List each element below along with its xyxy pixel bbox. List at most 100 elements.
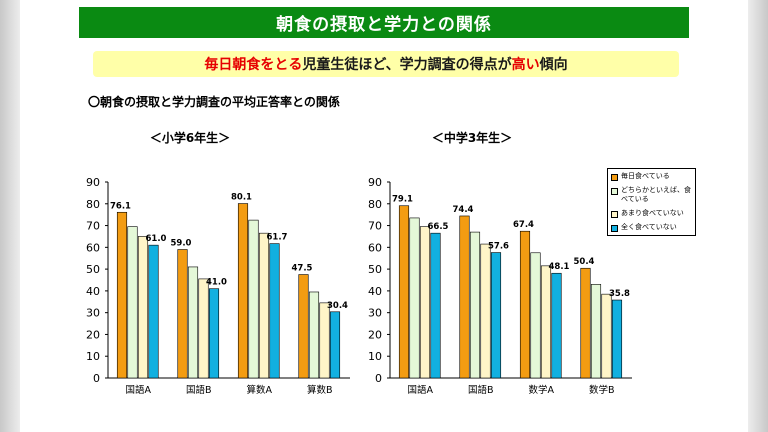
y-tick-label: 50: [368, 263, 382, 276]
legend-label: 毎日食べている: [621, 172, 670, 180]
data-label: 66.5: [428, 222, 449, 232]
y-tick-label: 40: [86, 285, 100, 298]
headline-highlight-1: 毎日朝食をとる: [204, 57, 303, 73]
bar: [329, 311, 341, 379]
legend-label: 全く食べていない: [621, 223, 677, 231]
legend-item-every-day: 毎日食べている: [611, 172, 693, 181]
data-label: 47.5: [292, 264, 313, 274]
bar: [590, 284, 602, 379]
legend-item-rarely: あまり食べていない: [611, 209, 693, 218]
data-label: 57.6: [488, 242, 509, 252]
data-label: 59.0: [171, 239, 192, 249]
data-label: 50.4: [574, 257, 595, 267]
y-tick-label: 90: [368, 176, 382, 189]
bar: [198, 278, 209, 379]
category-label: 国語B: [186, 384, 212, 396]
y-tick-label: 0: [375, 372, 382, 385]
headline-highlight-2: 高い: [511, 57, 540, 73]
legend-swatch: [611, 225, 618, 232]
y-tick-label: 0: [93, 372, 100, 385]
bar: [398, 205, 410, 379]
bar: [480, 243, 491, 379]
legend-label: あまり食べていない: [621, 209, 684, 217]
bar: [148, 244, 159, 379]
y-tick-label: 20: [368, 328, 382, 341]
y-tick-label: 80: [86, 198, 100, 211]
bar: [308, 291, 320, 379]
data-label: 79.1: [392, 195, 413, 205]
bar: [258, 232, 270, 379]
y-tick-label: 80: [368, 198, 382, 211]
slide-title: 朝食の摂取と学力との関係: [79, 7, 689, 38]
bar: [530, 252, 541, 379]
category-label: 算数B: [307, 384, 333, 396]
data-label: 74.4: [453, 205, 474, 215]
y-tick-label: 30: [368, 307, 382, 320]
bar: [459, 215, 470, 379]
y-tick-label: 40: [368, 285, 382, 298]
y-tick-label: 90: [86, 176, 100, 189]
y-tick-label: 10: [368, 350, 382, 363]
y-tick-label: 30: [86, 307, 100, 320]
category-label: 国語A: [126, 384, 152, 396]
y-tick-label: 70: [86, 220, 100, 233]
bar: [248, 219, 259, 379]
headline-text-1: 児童生徒ほど、学力調査の得点が: [302, 57, 512, 73]
y-tick-label: 60: [368, 241, 382, 254]
bar: [319, 302, 330, 379]
y-tick-label: 70: [368, 220, 382, 233]
chart-legend: 毎日食べている どちらかといえば、食べている あまり食べていない 全く食べていな…: [607, 168, 696, 236]
bar: [137, 236, 149, 379]
y-tick-label: 60: [86, 241, 100, 254]
bar: [469, 231, 481, 379]
data-label: 48.1: [549, 262, 570, 272]
legend-swatch: [611, 211, 618, 218]
data-label: 67.4: [513, 220, 534, 230]
bar: [540, 265, 552, 379]
bar: [490, 252, 502, 379]
data-label: 61.7: [267, 233, 288, 243]
bar: [409, 217, 420, 379]
bar: [611, 299, 623, 379]
data-label: 35.8: [609, 289, 630, 299]
bar: [187, 266, 199, 379]
data-label: 76.1: [110, 201, 131, 211]
y-tick-label: 20: [86, 328, 100, 341]
legend-swatch: [611, 188, 618, 195]
bar: [177, 249, 188, 379]
bar: [127, 226, 138, 379]
chart-elementary: ＜小学6年生＞ 0 10 20 30 40 50 60 70 80 90 76.1 61.0 国語A 59.…: [78, 124, 406, 404]
bar: [237, 203, 249, 379]
y-tick-label: 50: [86, 263, 100, 276]
chart-junior-high: ＜中学3年生＞ 0 10 20 30 40 50 60 70 80 90 79.1 66.5 国語A 74.…: [360, 124, 688, 404]
data-label: 30.4: [327, 301, 348, 311]
data-label: 61.0: [146, 234, 167, 244]
legend-swatch: [611, 174, 618, 181]
category-label: 国語B: [468, 384, 494, 396]
category-label: 数学A: [529, 384, 555, 396]
legend-item-never: 全く食べていない: [611, 223, 693, 232]
data-label: 41.0: [206, 278, 227, 288]
left-margin-shadow: [0, 0, 20, 432]
data-label: 80.1: [231, 193, 252, 203]
headline-text-2: 傾向: [539, 57, 568, 73]
bar: [430, 232, 441, 379]
y-tick-label: 10: [86, 350, 100, 363]
chart-title: ＜小学6年生＞: [150, 130, 230, 145]
bar: [208, 288, 220, 379]
category-label: 国語A: [408, 384, 434, 396]
bar: [580, 267, 591, 379]
bar: [551, 272, 562, 379]
category-label: 数学B: [589, 384, 615, 396]
bar: [419, 226, 431, 379]
chart-svg: ＜中学3年生＞ 0 10 20 30 40 50 60 70 80 90 79.1 66.5 国語A 74.…: [368, 130, 632, 396]
bar: [601, 293, 612, 379]
category-label: 算数A: [247, 384, 273, 396]
headline-banner: 毎日朝食をとる 児童生徒ほど、学力調査の得点が 高い 傾向: [93, 51, 679, 77]
bar: [269, 243, 280, 379]
legend-label: どちらかといえば、食べている: [621, 186, 691, 203]
bar: [519, 230, 531, 379]
section-label: 〇朝食の摂取と学力調査の平均正答率との関係: [88, 95, 340, 109]
right-margin-shadow: [748, 0, 768, 432]
chart-svg: ＜小学6年生＞ 0 10 20 30 40 50 60 70 80 90 76.1 61.0 国語A 59.…: [86, 130, 350, 396]
